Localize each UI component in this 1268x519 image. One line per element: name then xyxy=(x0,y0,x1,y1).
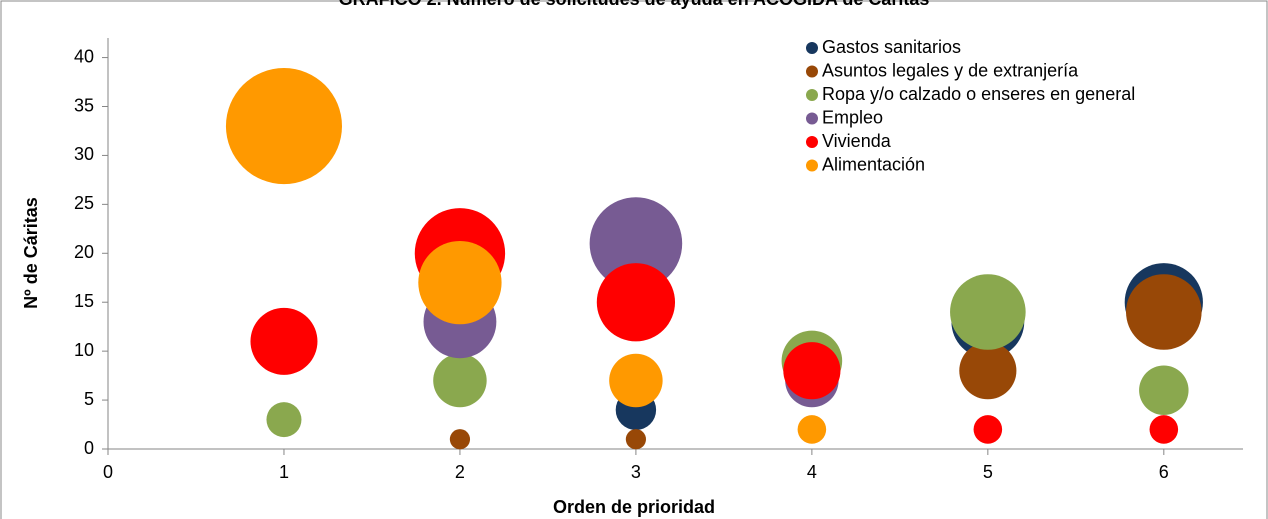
x-tick-label: 0 xyxy=(103,462,113,482)
y-tick-label: 30 xyxy=(74,144,94,164)
x-tick-label: 6 xyxy=(1159,462,1169,482)
x-tick-label: 1 xyxy=(279,462,289,482)
x-axis-label: Orden de prioridad xyxy=(553,497,715,517)
y-tick-label: 25 xyxy=(74,193,94,213)
bubble xyxy=(433,353,487,408)
bubble xyxy=(973,415,1003,444)
y-tick-label: 10 xyxy=(74,340,94,360)
legend-label: Empleo xyxy=(822,107,883,127)
legend-label: Alimentación xyxy=(822,154,925,174)
bubble xyxy=(1126,274,1202,350)
legend-marker xyxy=(806,65,818,78)
y-axis-label: Nº de Cáritas xyxy=(21,197,41,309)
legend-marker xyxy=(806,42,818,54)
bubble xyxy=(250,307,318,375)
y-tick-label: 0 xyxy=(84,438,94,458)
legend-label: Asuntos legales y de extranjería xyxy=(822,60,1079,80)
legend-label: Ropa y/o calzado o enseres en general xyxy=(822,84,1135,104)
y-tick-label: 35 xyxy=(74,95,94,115)
x-tick-label: 5 xyxy=(983,462,993,482)
bubble xyxy=(418,240,502,325)
y-tick-label: 15 xyxy=(74,291,94,311)
bubble xyxy=(1139,365,1189,416)
x-tick-label: 2 xyxy=(455,462,465,482)
legend-marker xyxy=(806,136,818,148)
legend-marker xyxy=(806,89,818,101)
bubble xyxy=(1149,415,1179,444)
chart-title: GRÁFICO 2. Número de solicitudes de ayud… xyxy=(339,0,930,9)
bubble xyxy=(449,429,471,450)
bubble xyxy=(625,429,647,450)
legend-label: Vivienda xyxy=(822,131,892,151)
bubble xyxy=(797,415,827,444)
bubble xyxy=(609,353,663,408)
y-tick-label: 5 xyxy=(84,389,94,409)
bubble xyxy=(950,274,1026,350)
bubble xyxy=(959,342,1017,400)
legend-marker xyxy=(806,159,818,172)
y-tick-label: 20 xyxy=(74,242,94,262)
bubble xyxy=(266,402,302,438)
bubble xyxy=(596,263,676,342)
legend-marker xyxy=(806,112,818,125)
x-tick-label: 3 xyxy=(631,462,641,482)
legend-label: Gastos sanitarios xyxy=(822,37,961,57)
bubble xyxy=(783,342,841,400)
bubble xyxy=(589,197,683,290)
y-tick-label: 40 xyxy=(74,46,94,66)
x-tick-label: 4 xyxy=(807,462,817,482)
bubble xyxy=(225,68,342,185)
